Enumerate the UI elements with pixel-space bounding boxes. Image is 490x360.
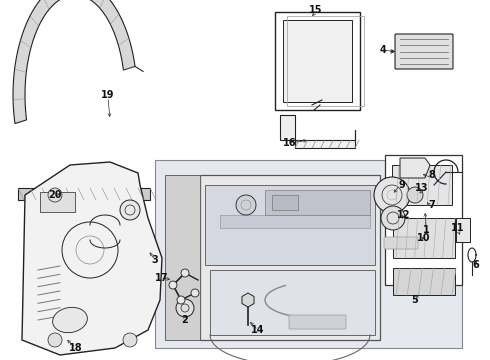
Bar xyxy=(287,16,364,106)
Polygon shape xyxy=(200,175,380,340)
Circle shape xyxy=(48,333,62,347)
Circle shape xyxy=(177,296,185,304)
Polygon shape xyxy=(165,175,200,340)
FancyBboxPatch shape xyxy=(395,34,453,69)
Polygon shape xyxy=(22,162,162,355)
Circle shape xyxy=(407,187,423,203)
FancyBboxPatch shape xyxy=(289,315,346,329)
Polygon shape xyxy=(393,218,455,258)
Text: 19: 19 xyxy=(101,90,115,100)
Text: 8: 8 xyxy=(429,170,436,180)
Text: 17: 17 xyxy=(155,273,169,283)
Text: 9: 9 xyxy=(399,180,405,190)
FancyBboxPatch shape xyxy=(384,237,418,249)
Circle shape xyxy=(123,333,137,347)
Text: 14: 14 xyxy=(251,325,265,335)
Circle shape xyxy=(169,281,177,289)
Text: 4: 4 xyxy=(380,45,387,55)
Polygon shape xyxy=(265,190,370,215)
Text: 7: 7 xyxy=(429,200,436,210)
Polygon shape xyxy=(210,270,375,335)
Polygon shape xyxy=(456,218,470,242)
Polygon shape xyxy=(272,195,298,210)
Text: 12: 12 xyxy=(397,210,411,220)
Bar xyxy=(283,20,352,102)
Text: 20: 20 xyxy=(48,190,62,200)
Text: 18: 18 xyxy=(69,343,83,353)
Polygon shape xyxy=(400,158,430,178)
Polygon shape xyxy=(205,185,375,265)
Circle shape xyxy=(381,206,405,230)
Bar xyxy=(40,192,75,212)
Bar xyxy=(155,160,462,348)
Bar xyxy=(275,12,360,110)
Circle shape xyxy=(176,299,194,317)
Text: 6: 6 xyxy=(473,260,479,270)
Polygon shape xyxy=(280,115,355,148)
Polygon shape xyxy=(393,268,455,295)
Circle shape xyxy=(236,195,256,215)
Circle shape xyxy=(181,269,189,277)
Text: 16: 16 xyxy=(283,138,297,148)
Circle shape xyxy=(48,188,62,202)
Text: 1: 1 xyxy=(423,225,429,235)
Polygon shape xyxy=(392,165,452,205)
Text: 3: 3 xyxy=(151,255,158,265)
Circle shape xyxy=(374,177,410,213)
Bar xyxy=(385,155,462,285)
Text: 2: 2 xyxy=(182,315,188,325)
Text: 11: 11 xyxy=(451,223,465,233)
Text: 15: 15 xyxy=(309,5,323,15)
Ellipse shape xyxy=(52,307,87,333)
Text: 10: 10 xyxy=(417,233,431,243)
Polygon shape xyxy=(13,0,135,123)
Text: 13: 13 xyxy=(415,183,429,193)
Circle shape xyxy=(120,200,140,220)
Text: 5: 5 xyxy=(412,295,418,305)
Polygon shape xyxy=(220,215,370,228)
Circle shape xyxy=(191,289,199,297)
Bar xyxy=(18,188,150,200)
